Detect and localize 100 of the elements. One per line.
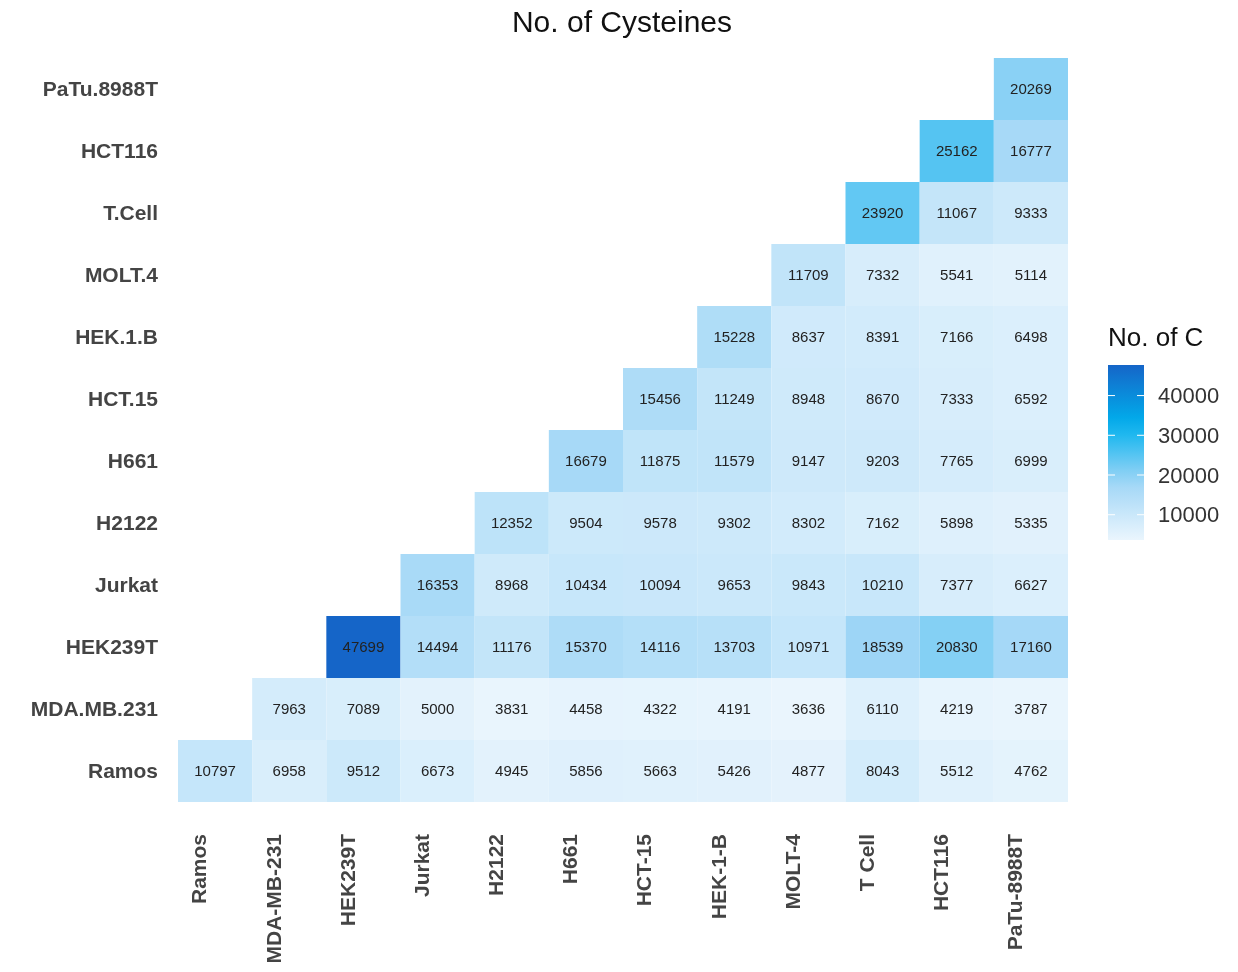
data-label: 5114 (1014, 266, 1048, 284)
data-label: 6498 (1014, 328, 1048, 346)
data-label: 9512 (346, 762, 381, 780)
data-label: 3636 (791, 700, 826, 718)
data-label: 8302 (791, 514, 826, 532)
data-label: 9302 (717, 514, 751, 532)
data-label: 15228 (713, 328, 756, 346)
data-label: 9843 (791, 576, 826, 594)
data-label: 8637 (791, 328, 826, 346)
data-label: 7333 (940, 390, 974, 408)
y-tick-label: Jurkat (94, 572, 159, 596)
data-label: 10797 (194, 762, 236, 780)
data-label: 5541 (940, 266, 974, 284)
y-tick-label: Ramos (87, 758, 158, 782)
x-tick-label: MDA-MB-231 (261, 833, 285, 964)
data-label: 4322 (643, 700, 677, 718)
data-label: 9578 (643, 514, 677, 532)
y-tick-label: HEK239T (65, 634, 159, 658)
data-label: 14116 (639, 638, 681, 656)
data-label: 10434 (565, 576, 607, 594)
data-label: 7377 (940, 576, 974, 594)
chart-title: No. of Cysteines (511, 5, 733, 38)
x-tick-label: HCT-15 (632, 833, 656, 907)
data-label: 47699 (342, 638, 385, 656)
x-tick-label: Jurkat (409, 833, 433, 898)
data-label: 4219 (940, 700, 974, 718)
x-tick-label: HCT116 (929, 834, 953, 912)
data-label: 4945 (495, 762, 529, 780)
y-tick-label: PaTu.8988T (42, 76, 159, 100)
y-tick-label: HEK.1.B (75, 324, 158, 348)
color-bar-label: 30000 (1158, 422, 1220, 448)
data-label: 11579 (713, 452, 755, 470)
data-label: 14494 (416, 638, 459, 656)
data-label: 5663 (643, 762, 677, 780)
data-label: 4458 (569, 700, 603, 718)
data-label: 25162 (935, 142, 978, 160)
data-label: 10210 (861, 576, 904, 594)
data-label: 7089 (346, 700, 381, 718)
data-label: 15370 (565, 638, 607, 656)
y-tick-label: HCT116 (80, 138, 158, 162)
data-label: 6673 (420, 762, 455, 780)
color-bar-label: 40000 (1158, 383, 1220, 409)
x-tick-label: T Cell (854, 834, 878, 892)
data-label: 4191 (717, 700, 751, 718)
data-label: 7963 (272, 700, 306, 718)
x-tick-label: H661 (558, 833, 582, 885)
data-label: 5898 (940, 514, 974, 532)
data-label: 7162 (865, 514, 900, 532)
x-tick-label: HEK239T (335, 833, 359, 927)
data-label: 9504 (569, 514, 603, 532)
data-label: 9333 (1014, 204, 1048, 222)
y-tick-label: H661 (107, 448, 159, 472)
data-label: 9203 (865, 452, 900, 470)
data-label: 13703 (713, 638, 756, 656)
x-tick-label: HEK-1-B (706, 834, 730, 920)
y-tick-label: HCT.15 (87, 386, 159, 410)
data-label: 7166 (940, 328, 974, 346)
data-label: 4762 (1014, 762, 1048, 780)
data-label: 3831 (495, 700, 529, 718)
data-label: 10971 (787, 638, 830, 656)
data-label: 8391 (865, 328, 900, 346)
data-label: 11249 (713, 390, 755, 408)
data-label: 11067 (936, 204, 978, 222)
data-label: 20269 (1010, 80, 1052, 98)
data-label: 17160 (1010, 638, 1052, 656)
data-label: 9147 (791, 452, 826, 470)
x-tick-label: Ramos (187, 834, 211, 905)
y-tick-label: MOLT.4 (84, 262, 159, 286)
data-label: 18539 (861, 638, 904, 656)
data-label: 6592 (1014, 390, 1048, 408)
data-label: 5335 (1014, 514, 1048, 532)
y-tick-label: H2122 (96, 510, 158, 534)
data-label: 15456 (639, 390, 681, 408)
data-label: 8043 (865, 762, 900, 780)
data-label: 8968 (495, 576, 529, 594)
data-label: 5512 (940, 762, 974, 780)
data-label: 6110 (866, 700, 899, 718)
data-label: 12352 (490, 514, 533, 532)
data-label: 16777 (1010, 142, 1052, 160)
x-tick-label: PaTu-8988T (1003, 833, 1027, 951)
data-label: 5856 (569, 762, 603, 780)
x-tick-label: H2122 (484, 834, 508, 896)
color-bar-label: 10000 (1158, 502, 1220, 528)
data-label: 8948 (791, 390, 826, 408)
data-label: 7765 (940, 452, 974, 470)
data-label: 6958 (272, 762, 306, 780)
data-label: 4877 (791, 762, 826, 780)
data-label: 6999 (1014, 452, 1048, 470)
data-label: 3787 (1014, 700, 1048, 718)
data-label: 23920 (861, 204, 904, 222)
data-label: 16353 (416, 576, 459, 594)
data-label: 7332 (865, 266, 900, 284)
data-label: 11176 (492, 638, 532, 656)
data-label: 20830 (935, 638, 978, 656)
x-tick-label: MOLT-4 (780, 833, 804, 910)
data-label: 11709 (788, 266, 829, 284)
data-label: 5000 (420, 700, 455, 718)
data-label: 9653 (717, 576, 751, 594)
data-label: 10094 (639, 576, 681, 594)
color-bar-label: 20000 (1158, 462, 1220, 488)
